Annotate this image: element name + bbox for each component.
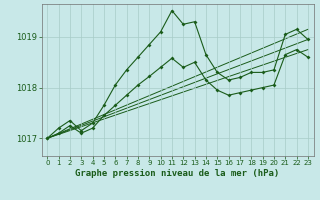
X-axis label: Graphe pression niveau de la mer (hPa): Graphe pression niveau de la mer (hPa) bbox=[76, 169, 280, 178]
